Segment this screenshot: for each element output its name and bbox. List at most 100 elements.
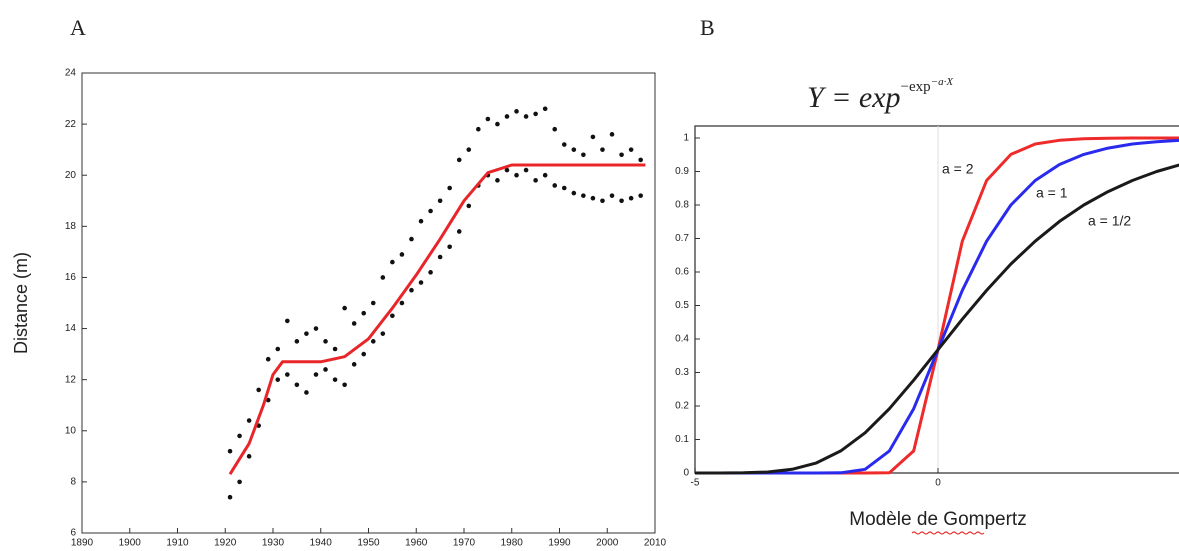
data-point	[552, 183, 558, 188]
data-point	[380, 275, 386, 280]
data-point	[275, 377, 281, 382]
data-point	[447, 244, 452, 250]
data-point	[361, 351, 367, 357]
data-point	[285, 318, 290, 324]
data-point	[504, 167, 510, 173]
title-sup2: −a·X	[931, 76, 955, 88]
y-tick-label: 0.7	[675, 233, 689, 244]
data-point	[380, 331, 386, 336]
data-point	[638, 157, 643, 163]
data-point	[294, 339, 300, 344]
data-point	[332, 377, 338, 382]
x-tick-label: 1910	[166, 538, 189, 549]
data-point	[390, 313, 395, 319]
curve-label: a = 2	[942, 161, 974, 177]
data-point	[304, 331, 309, 336]
data-point	[361, 310, 367, 316]
data-point	[476, 126, 481, 132]
data-point	[437, 254, 443, 260]
x-tick-label: 0	[935, 478, 941, 489]
y-tick-label: 0.4	[675, 334, 689, 345]
data-point	[294, 382, 300, 388]
data-point	[495, 121, 500, 127]
y-tick-label: 0.1	[675, 434, 689, 445]
data-point	[323, 367, 328, 372]
x-tick-label: 2000	[596, 538, 619, 549]
data-point	[590, 134, 596, 140]
data-point	[227, 494, 233, 500]
x-tick-label: 1930	[262, 538, 285, 549]
y-tick-label: 0.9	[675, 166, 689, 177]
curve	[695, 163, 1179, 475]
data-point	[437, 198, 443, 204]
data-point	[495, 178, 500, 183]
data-point	[227, 448, 233, 454]
y-tick-label: 0.5	[675, 300, 689, 311]
data-point	[246, 418, 252, 423]
data-point	[514, 109, 519, 114]
chart-title: Y = exp−exp−a·X	[807, 76, 954, 114]
y-tick-label: 0.2	[675, 401, 689, 412]
data-point	[409, 236, 414, 242]
x-tick-label: 1890	[71, 538, 94, 549]
data-point	[628, 147, 634, 152]
y-tick-label: 16	[65, 272, 77, 283]
data-point	[409, 287, 414, 293]
x-tick-label: 1960	[405, 538, 428, 549]
data-point	[485, 116, 491, 122]
x-tick-label: 1920	[214, 538, 237, 549]
data-point	[428, 270, 433, 275]
data-point	[342, 305, 347, 311]
data-point	[571, 147, 577, 152]
data-point	[342, 382, 347, 388]
data-point	[609, 193, 615, 198]
data-point	[628, 195, 634, 201]
data-point	[237, 479, 242, 485]
data-point	[390, 259, 395, 265]
data-point	[561, 142, 567, 147]
y-tick-label: 0.8	[675, 200, 689, 211]
y-tick-label: 22	[65, 119, 77, 130]
panel-label: B	[700, 15, 715, 40]
x-tick-label: 1970	[453, 538, 476, 549]
panel-label: A	[70, 15, 86, 40]
y-tick-label: 0.6	[675, 267, 689, 278]
y-tick-label: 24	[65, 68, 77, 79]
y-tick-label: 8	[70, 477, 76, 488]
y-tick-label: 6	[70, 528, 76, 539]
fit-line	[228, 163, 646, 475]
data-point	[600, 198, 605, 204]
data-point	[351, 321, 357, 326]
data-point	[313, 372, 319, 377]
curve-label: a = 1/2	[1088, 213, 1131, 229]
data-point	[609, 132, 615, 137]
data-point	[456, 157, 462, 163]
data-point	[246, 454, 252, 459]
x-tick-label: 1980	[501, 538, 524, 549]
x-tick-label: -5	[691, 478, 700, 489]
y-tick-label: 12	[65, 374, 77, 385]
data-point	[399, 252, 405, 257]
data-point	[533, 178, 538, 183]
data-point	[619, 152, 624, 158]
x-tick-label: 1900	[119, 538, 142, 549]
data-point	[313, 326, 319, 331]
data-point	[370, 300, 376, 306]
x-axis-label: Modèle de Gompertz	[849, 509, 1026, 530]
x-tick-label: 2010	[644, 538, 667, 549]
data-point	[514, 172, 519, 178]
title-sup: −exp	[901, 79, 931, 95]
data-point	[542, 172, 548, 178]
data-point	[265, 397, 271, 403]
data-point	[418, 218, 424, 224]
data-point	[332, 346, 338, 352]
data-point	[561, 185, 567, 191]
data-point	[323, 339, 328, 344]
data-point	[447, 185, 452, 191]
y-tick-label: 10	[65, 425, 77, 436]
data-point	[466, 203, 472, 209]
data-point	[581, 193, 586, 198]
y-tick-label: 20	[65, 170, 77, 181]
